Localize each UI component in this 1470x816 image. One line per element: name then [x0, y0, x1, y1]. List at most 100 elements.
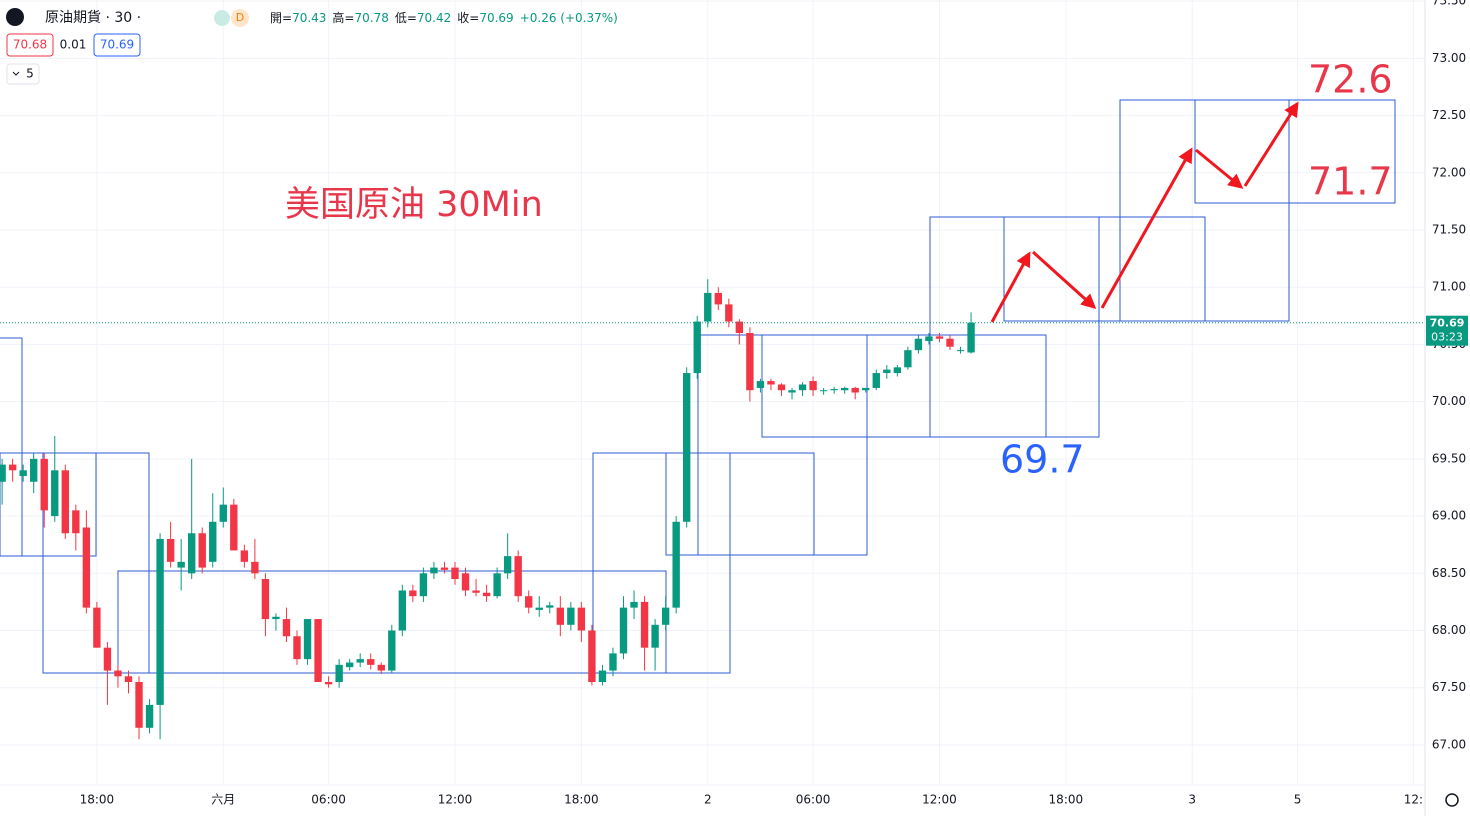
candle-body — [767, 381, 775, 385]
candle-body — [93, 607, 101, 648]
candle-body — [282, 619, 291, 637]
candle-body — [567, 607, 575, 625]
arrow — [1195, 148, 1244, 189]
candle-body — [577, 607, 586, 631]
candle-body — [588, 630, 596, 683]
candle-body — [303, 619, 312, 660]
candle-body — [293, 636, 301, 660]
candle-body — [693, 321, 701, 374]
y-tick-label: 68.00 — [1432, 623, 1466, 637]
y-tick-label: 73.00 — [1432, 51, 1466, 65]
candle-body — [61, 470, 69, 534]
candle-body — [619, 607, 628, 654]
candle-body — [914, 338, 923, 351]
ohlc-value: 70.78 — [354, 11, 388, 25]
candle-body — [514, 556, 522, 597]
symbol[interactable]: 原油期貨 · 30 · — [45, 9, 141, 26]
sell-price[interactable]: 70.68 — [13, 38, 47, 52]
candle-body — [156, 538, 164, 705]
arrow — [990, 251, 1031, 323]
candle-body — [40, 458, 48, 511]
candle-body — [788, 390, 796, 393]
x-tick-label: 06:00 — [311, 793, 346, 807]
candle-body — [187, 533, 196, 574]
candle-body — [883, 369, 891, 374]
candle-body — [440, 567, 449, 570]
candle-body — [230, 504, 238, 551]
x-tick-label: 5 — [1294, 793, 1302, 807]
status-dot — [214, 10, 230, 26]
candle-body — [345, 662, 354, 668]
arrow — [1100, 147, 1193, 309]
y-tick-label: 72.00 — [1432, 165, 1466, 179]
candle-body — [419, 573, 428, 597]
candle-body — [51, 470, 59, 517]
buy-button[interactable] — [93, 33, 141, 57]
candle-body — [166, 538, 175, 562]
x-tick-label: 18:00 — [80, 793, 115, 807]
chevron — [12, 71, 20, 76]
candle-body — [872, 373, 880, 388]
badge: D — [236, 11, 244, 24]
candle-body — [451, 567, 459, 580]
last-price: 70.69 — [1430, 317, 1465, 330]
grid — [0, 0, 1425, 785]
interval-button[interactable] — [6, 63, 40, 85]
box — [929, 216, 1100, 438]
candle-body — [482, 592, 491, 597]
candle-body — [661, 607, 670, 625]
candle-body — [935, 336, 944, 339]
candle-body — [525, 596, 533, 608]
candle-body — [314, 619, 322, 683]
candle-body — [862, 387, 870, 391]
candle-body — [840, 387, 849, 391]
change: +0.26 (+0.37%) — [520, 11, 618, 25]
candle-body — [461, 573, 470, 591]
candle-body — [19, 470, 27, 477]
x-tick-label: 12:00 — [922, 793, 957, 807]
y-tick-label: 69.50 — [1432, 451, 1466, 465]
ohlc-label: 開= — [270, 11, 292, 25]
candle-body — [209, 521, 217, 562]
annotation: 美国原油 30Min — [285, 185, 543, 225]
symbol-icon — [6, 8, 24, 26]
candle-body — [503, 556, 512, 574]
candle-body — [398, 590, 407, 631]
buy-price[interactable]: 70.69 — [100, 38, 134, 52]
candle-body — [746, 332, 754, 391]
y-tick-label: 71.00 — [1432, 280, 1466, 294]
y-tick-label: 67.50 — [1432, 680, 1466, 694]
x-tick-label: 18:00 — [1049, 793, 1084, 807]
x-tick-label: 06:00 — [796, 793, 831, 807]
badge-bg — [231, 9, 249, 27]
x-tick-label: 六月 — [211, 793, 235, 807]
candle-body — [124, 676, 133, 683]
candle-body — [830, 389, 838, 391]
candle-body — [904, 350, 912, 368]
candle-body — [272, 616, 280, 620]
candle-body — [219, 504, 227, 522]
spread: 0.01 — [60, 38, 87, 52]
y-tick-label: 73.50 — [1432, 0, 1466, 8]
y-tick-label: 71.50 — [1432, 223, 1466, 237]
x-tick-label: 12: — [1404, 793, 1423, 807]
candle-body — [851, 387, 859, 393]
ohlc-value: 70.69 — [479, 11, 513, 25]
candle-body — [809, 381, 817, 391]
candle-body — [0, 464, 6, 482]
candle-body — [30, 458, 38, 482]
candle-body — [388, 630, 396, 671]
settings-icon[interactable] — [1445, 793, 1459, 807]
sell-button[interactable] — [6, 33, 54, 57]
candle-body — [556, 607, 564, 625]
box — [42, 452, 150, 674]
header: 原油期貨 · 30 · D 開=70.43 高=70.78 低=70.42 收=70.… — [6, 8, 618, 85]
interval[interactable]: 5 — [26, 67, 34, 81]
candle-body — [640, 601, 649, 648]
candle-body — [493, 573, 501, 597]
candle-body — [251, 561, 259, 574]
annotation: 72.6 — [1308, 58, 1393, 102]
candle-body — [472, 590, 480, 593]
box — [1194, 99, 1396, 204]
